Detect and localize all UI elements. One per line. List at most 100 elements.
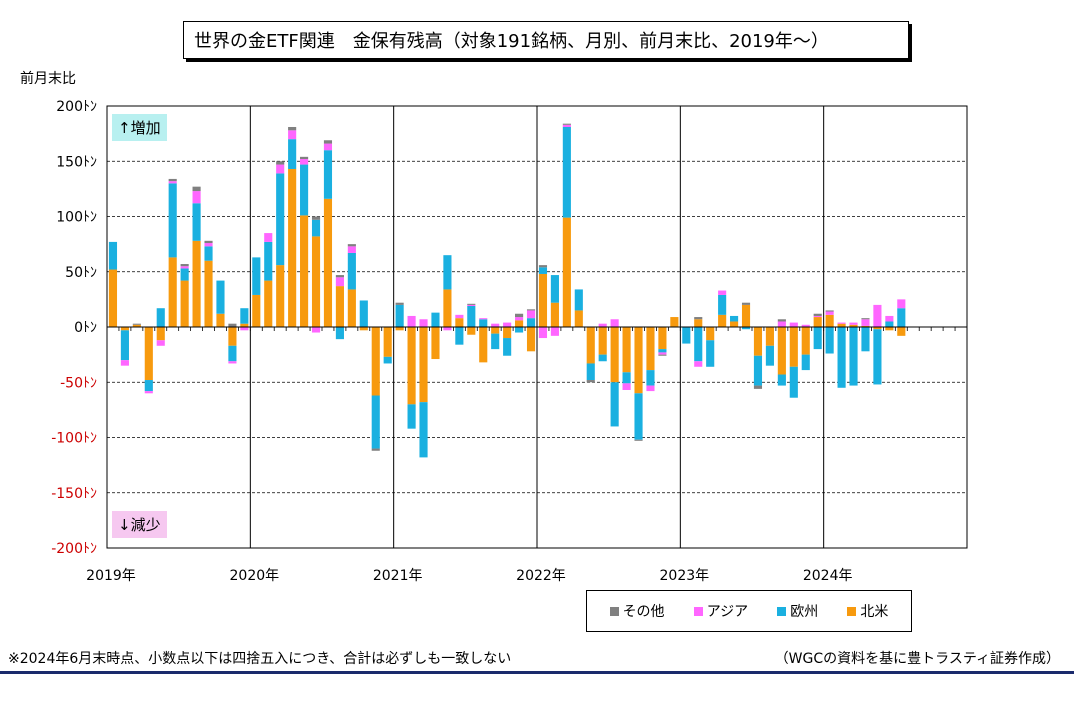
bar-segment-europe bbox=[216, 280, 225, 314]
y-tick-label: -200ﾄﾝ bbox=[51, 541, 97, 557]
bar-segment-asia bbox=[288, 130, 297, 140]
bar-segment-na bbox=[443, 289, 452, 327]
bar-segment-other bbox=[634, 439, 643, 441]
bar-segment-na bbox=[718, 314, 727, 327]
bar-segment-na bbox=[670, 317, 679, 327]
bar-segment-asia bbox=[168, 181, 177, 184]
bar-segment-asia bbox=[300, 159, 309, 165]
bar-segment-na bbox=[634, 327, 643, 394]
bar-segment-europe bbox=[801, 354, 810, 371]
bar-segment-europe bbox=[347, 252, 356, 290]
bar-segment-europe bbox=[431, 312, 440, 327]
legend-swatch-europe bbox=[777, 606, 787, 616]
bar-segment-na bbox=[252, 294, 261, 327]
bar-segment-asia bbox=[622, 383, 631, 390]
bar-segment-na bbox=[240, 323, 249, 327]
y-tick-label: 50ﾄﾝ bbox=[65, 265, 97, 281]
bar-segment-asia bbox=[849, 322, 858, 325]
bar-segment-europe bbox=[276, 173, 285, 266]
bar-segment-europe bbox=[694, 327, 703, 362]
legend-label-asia: アジア bbox=[706, 604, 749, 620]
bar-segment-europe bbox=[383, 356, 392, 364]
bar-segment-asia bbox=[240, 327, 249, 331]
bar-segment-other bbox=[276, 161, 285, 165]
bar-segment-other bbox=[168, 178, 177, 182]
bar-segment-europe bbox=[646, 370, 655, 386]
bar-segment-europe bbox=[777, 374, 786, 386]
bar-segment-other bbox=[323, 140, 333, 144]
x-year-label: 2019年 bbox=[86, 568, 136, 584]
bar-segment-na bbox=[216, 313, 225, 327]
bar-segment-na bbox=[515, 320, 524, 327]
bar-segment-asia bbox=[885, 315, 894, 322]
bar-segment-na bbox=[359, 327, 368, 331]
bar-segment-asia bbox=[598, 323, 607, 327]
bar-segment-asia bbox=[120, 360, 129, 366]
bar-segment-na bbox=[264, 280, 273, 327]
bar-segment-europe bbox=[407, 404, 416, 429]
bar-segment-europe bbox=[622, 372, 631, 384]
bar-segment-na bbox=[288, 168, 297, 327]
bar-segment-other bbox=[180, 264, 189, 267]
chart-title: 世界の金ETF関連 金保有残高（対象191銘柄、月別、前月末比、2019年～） bbox=[183, 21, 909, 59]
bar-segment-na bbox=[837, 323, 846, 327]
bar-segment-europe bbox=[252, 257, 261, 295]
bar-segment-na bbox=[144, 327, 153, 381]
bar-segment-other bbox=[694, 317, 703, 320]
bar-segment-other bbox=[288, 126, 297, 131]
bar-segment-europe bbox=[300, 164, 309, 216]
bar-segment-na bbox=[586, 327, 595, 364]
bar-segment-europe bbox=[526, 318, 536, 327]
x-year-label: 2023年 bbox=[660, 568, 710, 584]
bar-segment-europe bbox=[240, 308, 249, 324]
bar-segment-other bbox=[753, 385, 763, 389]
bar-segment-other bbox=[132, 323, 141, 325]
legend: その他 アジア 欧州 北米 bbox=[586, 590, 912, 632]
bar-segment-asia bbox=[694, 361, 703, 367]
bar-segment-na bbox=[861, 325, 870, 327]
bar-segment-na bbox=[383, 327, 392, 357]
bar-segment-na bbox=[132, 324, 141, 327]
bar-segment-europe bbox=[574, 289, 583, 311]
bar-segment-other bbox=[861, 318, 870, 320]
bar-segment-europe bbox=[861, 327, 870, 352]
bar-segment-na bbox=[455, 318, 464, 327]
bar-segment-other bbox=[347, 244, 356, 247]
bar-segment-asia bbox=[610, 319, 619, 327]
y-tick-label: 200ﾄﾝ bbox=[56, 99, 97, 115]
bar-segment-other bbox=[192, 186, 201, 192]
bar-segment-europe bbox=[610, 382, 619, 427]
bar-segment-na bbox=[646, 327, 655, 371]
bar-segment-na bbox=[407, 327, 416, 405]
bar-segment-na bbox=[538, 273, 548, 327]
bar-segment-europe bbox=[180, 268, 189, 281]
bar-segment-asia bbox=[407, 315, 416, 327]
bar-segment-na bbox=[730, 321, 739, 327]
bar-segment-other bbox=[813, 313, 822, 316]
bar-segment-na bbox=[813, 317, 822, 327]
x-year-label: 2022年 bbox=[516, 568, 566, 584]
bar-segment-asia bbox=[526, 310, 536, 319]
y-axis-title: 前月末比 bbox=[20, 71, 76, 87]
bar-segment-europe bbox=[144, 380, 153, 392]
bar-segment-asia bbox=[550, 327, 559, 336]
bar-segment-europe bbox=[491, 333, 500, 350]
bar-segment-na bbox=[156, 327, 165, 341]
bar-segment-asia bbox=[861, 319, 870, 326]
bar-segment-na bbox=[885, 327, 894, 331]
bar-segment-asia bbox=[777, 321, 786, 327]
bar-segment-asia bbox=[503, 322, 512, 327]
x-year-label: 2024年 bbox=[803, 568, 853, 584]
bar-segment-asia bbox=[419, 319, 428, 327]
bar-segment-other bbox=[467, 303, 476, 305]
bar-segment-europe bbox=[419, 402, 428, 458]
y-tick-label: 100ﾄﾝ bbox=[56, 210, 97, 226]
bar-segment-asia bbox=[144, 391, 153, 394]
bar-segment-asia bbox=[264, 233, 273, 242]
bar-segment-europe bbox=[873, 329, 882, 385]
footnote: ※2024年6月末時点、小数点以下は四捨五入につき、合計は必ずしも一致しない bbox=[8, 651, 512, 667]
bar-segment-europe bbox=[753, 355, 763, 386]
bar-segment-asia bbox=[813, 315, 822, 318]
bar-segment-europe bbox=[837, 327, 846, 388]
bar-segment-na bbox=[610, 327, 619, 383]
